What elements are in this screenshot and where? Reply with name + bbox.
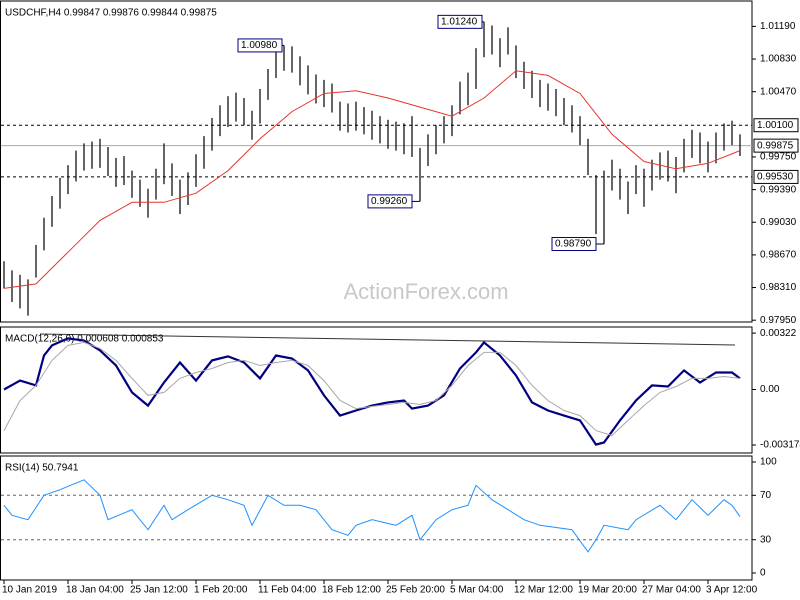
annotation-label: 0.99260 xyxy=(371,196,408,207)
x-tick-label: 3 Apr 12:00 xyxy=(706,585,758,596)
y-tick-label: 0.97950 xyxy=(760,315,797,326)
x-tick-label: 10 Jan 2019 xyxy=(2,585,57,596)
panel-title: USDCHF,H4 0.99847 0.99876 0.99844 0.9987… xyxy=(5,8,217,19)
price-box-label: 0.99530 xyxy=(757,172,794,183)
y-tick-label: 0 xyxy=(760,568,766,579)
x-tick-label: 25 Jan 12:00 xyxy=(130,585,188,596)
x-tick-label: 18 Feb 12:00 xyxy=(322,585,381,596)
annotation-label: 0.98790 xyxy=(555,239,592,250)
y-tick-label: 1.00830 xyxy=(760,54,797,65)
x-tick-label: 12 Mar 12:00 xyxy=(514,585,573,596)
price-box-label: 1.00100 xyxy=(757,120,794,131)
price-box xyxy=(753,118,799,133)
line-series xyxy=(3,337,741,446)
y-tick-label: 100 xyxy=(760,457,777,468)
panel-frame xyxy=(0,0,753,323)
x-tick-label: 5 Mar 04:00 xyxy=(450,585,504,596)
panel-frame xyxy=(0,455,753,581)
y-tick-label: 0.99750 xyxy=(760,152,797,163)
annotation-box xyxy=(367,194,413,209)
x-tick-label: 19 Mar 20:00 xyxy=(578,585,637,596)
y-tick-label: 0.00322 xyxy=(760,328,797,339)
y-tick-label: 0.99030 xyxy=(760,217,797,228)
panel-title: MACD(12,26,9) 0.000608 0.000853 xyxy=(5,334,164,345)
x-tick-label: 27 Mar 04:00 xyxy=(642,585,701,596)
y-tick-label: 70 xyxy=(760,490,772,501)
annotation-label: 1.00980 xyxy=(241,40,278,51)
price-box xyxy=(753,138,799,153)
price-box xyxy=(753,169,799,184)
y-tick-label: 0.98310 xyxy=(760,282,797,293)
panel-title: RSI(14) 50.7941 xyxy=(5,463,79,474)
x-tick-label: 1 Feb 20:00 xyxy=(194,585,248,596)
annotation-box xyxy=(237,38,283,53)
y-tick-label: 0.00 xyxy=(760,384,780,395)
line-series xyxy=(3,341,741,437)
x-tick-label: 25 Feb 20:00 xyxy=(386,585,445,596)
line-series xyxy=(3,70,741,289)
annotation-box xyxy=(437,14,483,29)
x-tick-label: 18 Jan 04:00 xyxy=(66,585,124,596)
y-tick-label: 1.01190 xyxy=(760,21,796,32)
y-tick-label: 0.98670 xyxy=(760,250,797,261)
annotation-box xyxy=(551,237,597,252)
panel-frame xyxy=(0,326,753,454)
y-tick-label: 1.00470 xyxy=(760,86,797,97)
y-tick-label: 30 xyxy=(760,534,772,545)
line-series xyxy=(3,479,741,553)
y-tick-label: -0.003174 xyxy=(760,440,800,451)
y-tick-label: 0.99390 xyxy=(760,184,797,195)
price-box-label: 0.99875 xyxy=(757,140,794,151)
x-tick-label: 11 Feb 04:00 xyxy=(258,585,317,596)
annotation-label: 1.01240 xyxy=(441,16,478,27)
trend-line xyxy=(39,333,736,346)
watermark: ActionForex.com xyxy=(343,279,508,304)
